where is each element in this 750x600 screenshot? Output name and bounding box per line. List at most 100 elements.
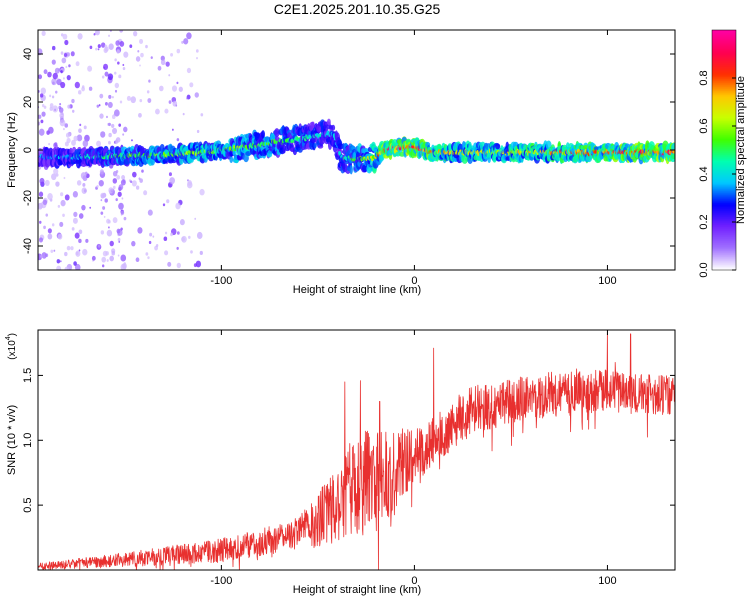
colorbar-step: [712, 62, 736, 65]
spectrogram-cell: [64, 251, 68, 257]
spectrogram-cell: [100, 199, 103, 202]
colorbar-step: [712, 226, 736, 229]
spectrogram-cell: [60, 192, 64, 197]
colorbar-step: [712, 70, 736, 73]
spectrogram-cell: [79, 123, 82, 127]
colorbar-step: [712, 126, 736, 129]
spectrogram-cell: [56, 77, 59, 81]
colorbar-step: [712, 116, 736, 119]
colorbar-step: [712, 188, 736, 191]
spectrogram-cell: [48, 142, 51, 146]
spectrogram-cell: [64, 141, 69, 147]
colorbar-step: [712, 242, 736, 245]
colorbar-step: [712, 104, 736, 107]
spectrogram-cell: [60, 81, 66, 89]
snr-y-multiplier-close: ): [7, 333, 18, 336]
spectrogram-cell: [77, 33, 83, 40]
spectrogram-cell: [137, 49, 140, 53]
spectrogram-cell: [135, 257, 140, 263]
spectrogram-cell: [193, 263, 197, 268]
spectrogram-cell: [111, 123, 115, 128]
spectrogram-cell: [112, 217, 118, 224]
spectrogram-cell: [122, 133, 125, 136]
colorbar-step: [712, 220, 736, 223]
colorbar-step: [712, 156, 736, 159]
spectrogram-cell: [114, 71, 117, 75]
spectrogram-cell: [73, 261, 77, 266]
spectrogram-cell: [41, 111, 46, 117]
spectrogram-cell: [165, 61, 170, 67]
spectrogram-cell: [38, 237, 44, 243]
spectrogram-cell: [196, 231, 203, 239]
spectrogram-cell: [51, 95, 55, 99]
spectrogram-cell: [64, 39, 69, 46]
spectrogram-cell: [57, 68, 61, 72]
snr-x-tick-label: 0: [411, 575, 417, 587]
spectrogram-cell: [104, 71, 109, 77]
spectrogram-cell: [119, 30, 124, 33]
colorbar-step: [712, 52, 736, 55]
colorbar-step: [712, 182, 736, 185]
spectrogram-cell: [108, 43, 114, 50]
colorbar-step: [712, 174, 736, 177]
colorbar-step: [712, 72, 736, 75]
snr-y-tick-label: 1.5: [22, 368, 34, 383]
spectrogram-cell: [82, 140, 89, 148]
spectrogram-cell: [81, 86, 85, 92]
spectrogram-cell: [114, 89, 118, 93]
spectrogram-cell: [120, 227, 123, 231]
spectrogram-cell: [171, 85, 178, 92]
spectrogram-cell: [96, 184, 99, 188]
spectrogram-cell: [112, 170, 118, 177]
spectrogram-cell: [101, 256, 107, 263]
snr-y-label: SNR (10 * v/v): [6, 405, 18, 475]
colorbar-step: [712, 234, 736, 237]
spectrogram-cell: [100, 211, 104, 215]
colorbar-step: [712, 268, 736, 271]
spectrogram-cell: [274, 128, 280, 137]
spectrogram-cell: [101, 75, 105, 79]
colorbar-step: [712, 208, 736, 211]
spectrogram-cell: [38, 114, 42, 119]
colorbar-step: [712, 186, 736, 189]
spectrogram-cell: [495, 143, 501, 150]
spectrogram-cell: [164, 250, 169, 256]
spectrogram-cell: [132, 171, 137, 178]
colorbar-step: [712, 194, 736, 197]
spectrogram-cell: [118, 184, 124, 191]
spectrogram-cell: [60, 51, 64, 55]
spectrogram-cell: [96, 104, 100, 108]
spectrogram-cell: [65, 132, 71, 138]
spectrogram-cell: [147, 256, 150, 260]
colorbar-step: [712, 132, 736, 135]
spectrogram-cell: [117, 61, 120, 65]
spectrogram-cell: [122, 63, 125, 67]
colorbar-step: [712, 198, 736, 201]
spectrogram-cell: [106, 259, 109, 262]
spectrogram-cell: [48, 126, 54, 134]
spectrogram-cell: [326, 118, 331, 126]
spectrogram-cell: [71, 227, 75, 231]
spectrogram-cell: [84, 134, 90, 142]
spectrogram-cell: [164, 231, 168, 235]
colorbar-step: [712, 36, 736, 39]
spectrogram-cell: [51, 173, 57, 181]
spectrogram-cell: [43, 105, 47, 109]
spectrogram-cell: [62, 33, 68, 40]
spectrogram-cell: [116, 228, 121, 234]
spectrogram-cell: [72, 217, 78, 224]
colorbar-step: [712, 244, 736, 247]
colorbar-gradient: [712, 30, 736, 271]
spectrogram-cell: [42, 199, 48, 206]
colorbar-step: [712, 78, 736, 81]
spectrogram-cell: [66, 75, 71, 81]
spectrogram-cell: [65, 65, 68, 69]
spectrogram-cell: [70, 51, 75, 57]
snr-series-line: [38, 330, 675, 570]
colorbar-step: [712, 240, 736, 243]
spectrogram-cell: [40, 119, 44, 124]
spectrogram-cell: [49, 94, 52, 98]
colorbar-step: [712, 66, 736, 69]
spectrogram-cell: [58, 107, 64, 113]
spectrogram-cell: [39, 220, 42, 224]
